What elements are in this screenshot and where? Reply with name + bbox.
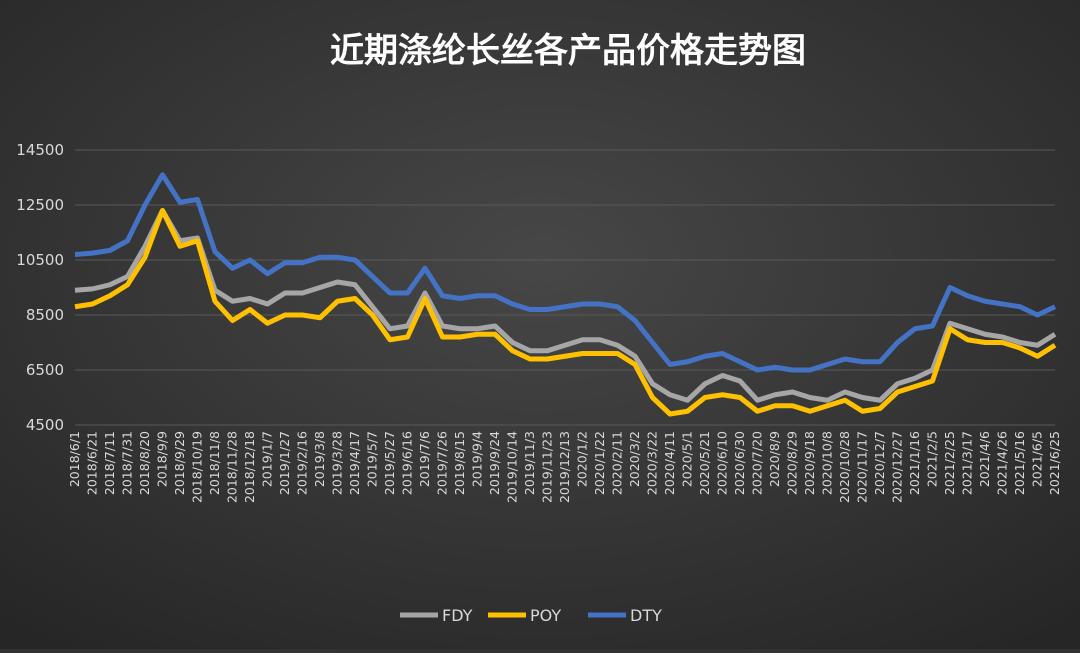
x-tick-label: 2018/10/19 (190, 431, 205, 503)
x-tick-label: 2019/12/13 (557, 431, 572, 503)
y-tick-label: 6500 (26, 361, 64, 379)
x-tick-label: 2020/6/10 (715, 431, 730, 495)
x-tick-label: 2021/2/5 (925, 431, 940, 487)
x-tick-label: 2018/6/21 (85, 431, 100, 495)
x-tick-label: 2021/4/6 (977, 431, 992, 487)
legend-label: FDY (442, 606, 473, 625)
x-tick-label: 2019/5/27 (382, 431, 397, 495)
x-tick-label: 2021/6/5 (1030, 431, 1045, 487)
x-tick-label: 2018/11/28 (225, 431, 240, 503)
x-tick-label: 2020/12/27 (890, 431, 905, 503)
y-tick-label: 8500 (26, 306, 64, 324)
x-tick-label: 2020/6/30 (732, 431, 747, 495)
x-tick-label: 2018/11/8 (207, 431, 222, 495)
x-tick-label: 2019/11/3 (522, 431, 537, 495)
x-tick-label: 2021/3/17 (960, 431, 975, 495)
series-line (74, 208, 1057, 417)
x-tick-label: 2019/5/7 (365, 431, 380, 487)
legend-label: POY (530, 606, 561, 625)
y-tick-label: 12500 (16, 196, 64, 214)
chart-title: 近期涤纶长丝各产品价格走势图 (330, 31, 806, 71)
x-tick-label: 2020/12/7 (872, 431, 887, 495)
x-tick-label: 2021/5/16 (1012, 431, 1027, 495)
x-tick-label: 2018/12/18 (242, 431, 257, 503)
x-tick-label: 2020/9/18 (802, 431, 817, 495)
x-tick-label: 2018/6/1 (67, 431, 82, 487)
x-tick-label: 2020/1/22 (592, 431, 607, 495)
x-tick-label: 2019/10/14 (505, 431, 520, 503)
x-tick-label: 2021/6/25 (1047, 431, 1062, 495)
legend-label: DTY (630, 606, 662, 625)
x-tick-label: 2019/1/27 (277, 431, 292, 495)
x-tick-label: 2019/3/28 (330, 431, 345, 495)
x-tick-label: 2018/9/9 (155, 431, 170, 487)
x-tick-label: 2021/2/25 (942, 431, 957, 495)
x-tick-label: 2018/9/29 (172, 431, 187, 495)
x-tick-label: 2019/2/16 (295, 431, 310, 495)
x-tick-label: 2019/9/4 (470, 431, 485, 487)
x-tick-label: 2020/11/17 (855, 431, 870, 503)
series-line (74, 208, 1057, 403)
x-tick-label: 2020/8/9 (767, 431, 782, 487)
y-tick-label: 10500 (16, 251, 64, 269)
x-tick-label: 2019/6/16 (400, 431, 415, 495)
x-tick-label: 2019/1/7 (260, 431, 275, 487)
x-tick-label: 2021/4/26 (995, 431, 1010, 495)
x-tick-label: 2020/3/2 (627, 431, 642, 487)
x-tick-label: 2020/5/1 (680, 431, 695, 487)
x-tick-label: 2019/11/23 (540, 431, 555, 503)
y-tick-label: 4500 (26, 416, 64, 434)
x-tick-label: 2020/3/22 (645, 431, 660, 495)
y-tick-label: 14500 (16, 141, 64, 159)
x-tick-label: 2018/7/11 (102, 431, 117, 495)
x-tick-label: 2020/7/20 (750, 431, 765, 495)
x-tick-label: 2021/1/16 (907, 431, 922, 495)
x-tick-label: 2020/10/8 (820, 431, 835, 495)
x-tick-label: 2020/4/11 (662, 431, 677, 495)
x-tick-label: 2019/7/26 (435, 431, 450, 495)
x-tick-label: 2019/9/24 (487, 431, 502, 495)
x-tick-label: 2020/1/2 (575, 431, 590, 487)
x-tick-label: 2018/8/20 (137, 431, 152, 495)
x-tick-label: 2020/10/28 (837, 431, 852, 503)
x-tick-label: 2019/3/8 (312, 431, 327, 487)
series-line (74, 172, 1057, 373)
x-tick-label: 2018/7/31 (120, 431, 135, 495)
x-tick-label: 2020/8/29 (785, 431, 800, 495)
x-tick-label: 2019/4/17 (347, 431, 362, 495)
x-tick-label: 2020/5/21 (697, 431, 712, 495)
x-tick-label: 2019/7/6 (417, 431, 432, 487)
x-tick-label: 2019/8/15 (452, 431, 467, 495)
x-tick-label: 2020/2/11 (610, 431, 625, 495)
